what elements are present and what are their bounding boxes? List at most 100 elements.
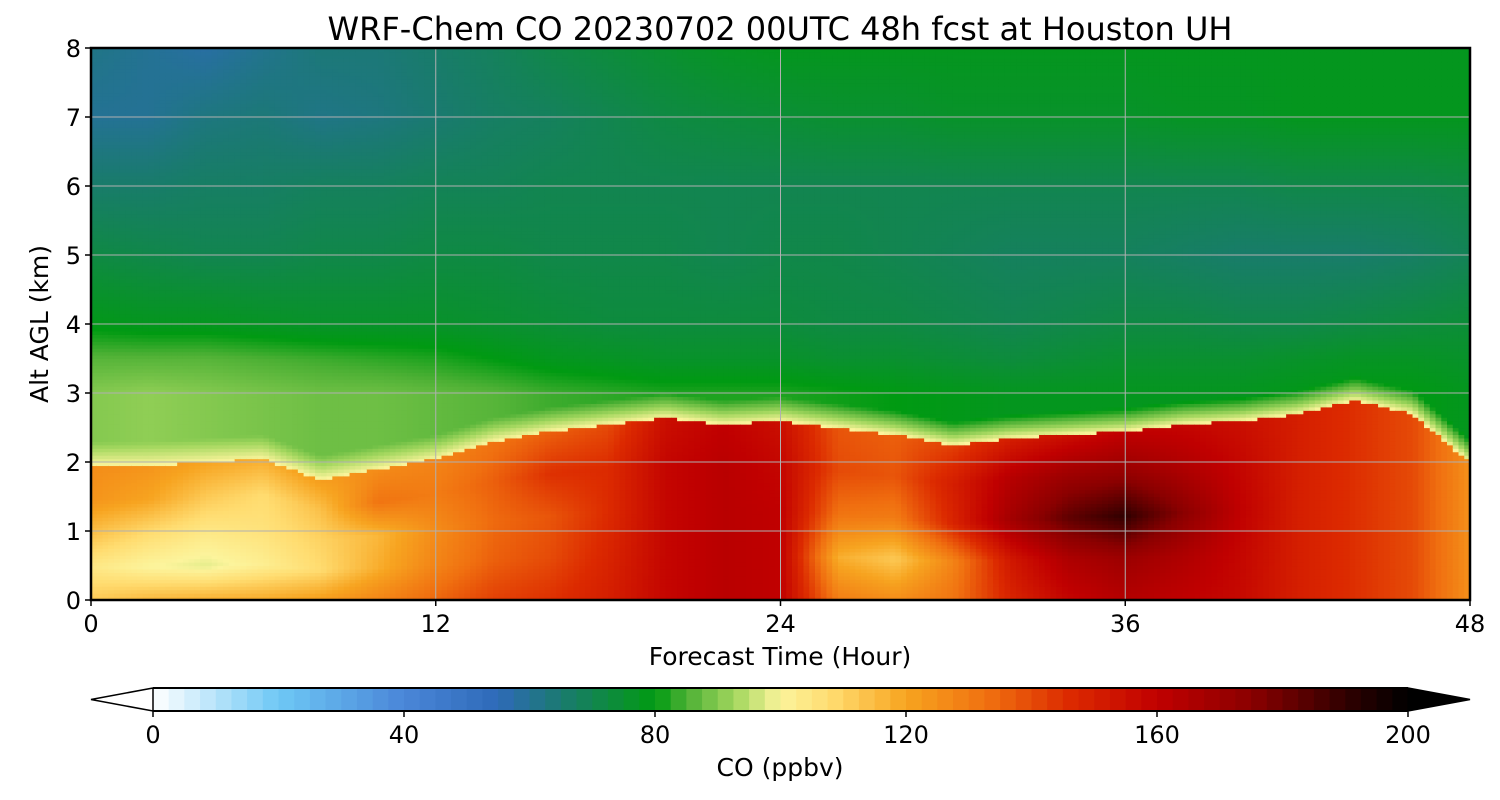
co-cell — [177, 300, 183, 304]
co-cell — [131, 110, 137, 114]
co-cell — [246, 403, 252, 407]
co-cell — [212, 372, 218, 376]
co-cell — [217, 65, 223, 69]
co-cell — [148, 300, 154, 304]
co-cell — [252, 272, 258, 276]
co-cell — [252, 227, 258, 231]
co-cell — [177, 76, 183, 80]
co-cell — [258, 193, 264, 197]
co-cell — [263, 362, 269, 366]
co-cell — [183, 383, 189, 387]
co-cell — [143, 541, 149, 545]
co-cell — [125, 593, 131, 597]
co-cell — [252, 479, 258, 483]
co-cell — [160, 93, 166, 97]
co-cell — [212, 417, 218, 421]
co-cell — [240, 69, 246, 73]
co-cell — [143, 55, 149, 59]
co-cell — [263, 465, 269, 469]
co-cell — [246, 452, 252, 456]
co-cell — [125, 576, 131, 580]
co-cell — [212, 217, 218, 221]
co-cell — [160, 334, 166, 338]
co-cell — [97, 483, 103, 487]
co-cell — [200, 552, 206, 556]
co-cell — [160, 100, 166, 104]
co-cell — [206, 69, 212, 73]
co-cell — [125, 421, 131, 425]
co-cell — [97, 83, 103, 87]
co-cell — [212, 566, 218, 570]
co-cell — [102, 207, 108, 211]
co-cell — [223, 76, 229, 80]
co-cell — [189, 417, 195, 421]
co-cell — [166, 200, 172, 204]
co-cell — [206, 472, 212, 476]
co-cell — [148, 417, 154, 421]
co-cell — [223, 148, 229, 152]
co-cell — [223, 79, 229, 83]
co-cell — [114, 79, 120, 83]
co-cell — [246, 462, 252, 466]
co-cell — [114, 152, 120, 156]
co-cell — [102, 483, 108, 487]
co-cell — [200, 279, 206, 283]
co-cell — [160, 331, 166, 335]
co-cell — [183, 376, 189, 380]
co-cell — [263, 445, 269, 449]
co-cell — [114, 169, 120, 173]
co-cell — [263, 500, 269, 504]
co-cell — [252, 400, 258, 404]
co-cell — [166, 193, 172, 197]
co-cell — [125, 348, 131, 352]
co-cell — [131, 96, 137, 100]
co-cell — [160, 127, 166, 131]
co-cell — [125, 221, 131, 225]
co-cell — [194, 503, 200, 507]
co-cell — [154, 272, 160, 276]
co-cell — [235, 472, 241, 476]
co-cell — [102, 400, 108, 404]
co-cell — [235, 258, 241, 262]
co-cell — [206, 117, 212, 121]
co-cell — [148, 572, 154, 576]
co-cell — [217, 497, 223, 501]
co-cell — [252, 86, 258, 90]
co-cell — [200, 100, 206, 104]
co-cell — [240, 369, 246, 373]
co-cell — [235, 117, 241, 121]
co-cell — [263, 265, 269, 269]
co-cell — [177, 62, 183, 66]
co-cell — [212, 410, 218, 414]
co-cell — [154, 469, 160, 473]
co-cell — [171, 428, 177, 432]
co-cell — [240, 521, 246, 525]
co-cell — [120, 155, 126, 159]
co-cell — [189, 158, 195, 162]
co-cell — [102, 231, 108, 235]
co-cell — [114, 548, 120, 552]
co-cell — [177, 189, 183, 193]
co-cell — [102, 448, 108, 452]
co-cell — [177, 469, 183, 473]
co-cell — [166, 207, 172, 211]
co-cell — [252, 290, 258, 294]
co-cell — [177, 293, 183, 297]
co-cell — [240, 179, 246, 183]
co-cell — [102, 248, 108, 252]
co-cell — [223, 290, 229, 294]
co-cell — [246, 365, 252, 369]
co-cell — [154, 138, 160, 142]
co-cell — [223, 231, 229, 235]
co-cell — [131, 352, 137, 356]
co-cell — [177, 83, 183, 87]
co-cell — [171, 148, 177, 152]
co-cell — [177, 348, 183, 352]
co-cell — [154, 300, 160, 304]
co-time-height-chart: WRF-Chem CO 20230702 00UTC 48h fcst at H… — [0, 0, 1500, 800]
co-cell — [235, 407, 241, 411]
co-cell — [252, 210, 258, 214]
co-cell — [160, 434, 166, 438]
co-cell — [120, 396, 126, 400]
co-cell — [154, 483, 160, 487]
